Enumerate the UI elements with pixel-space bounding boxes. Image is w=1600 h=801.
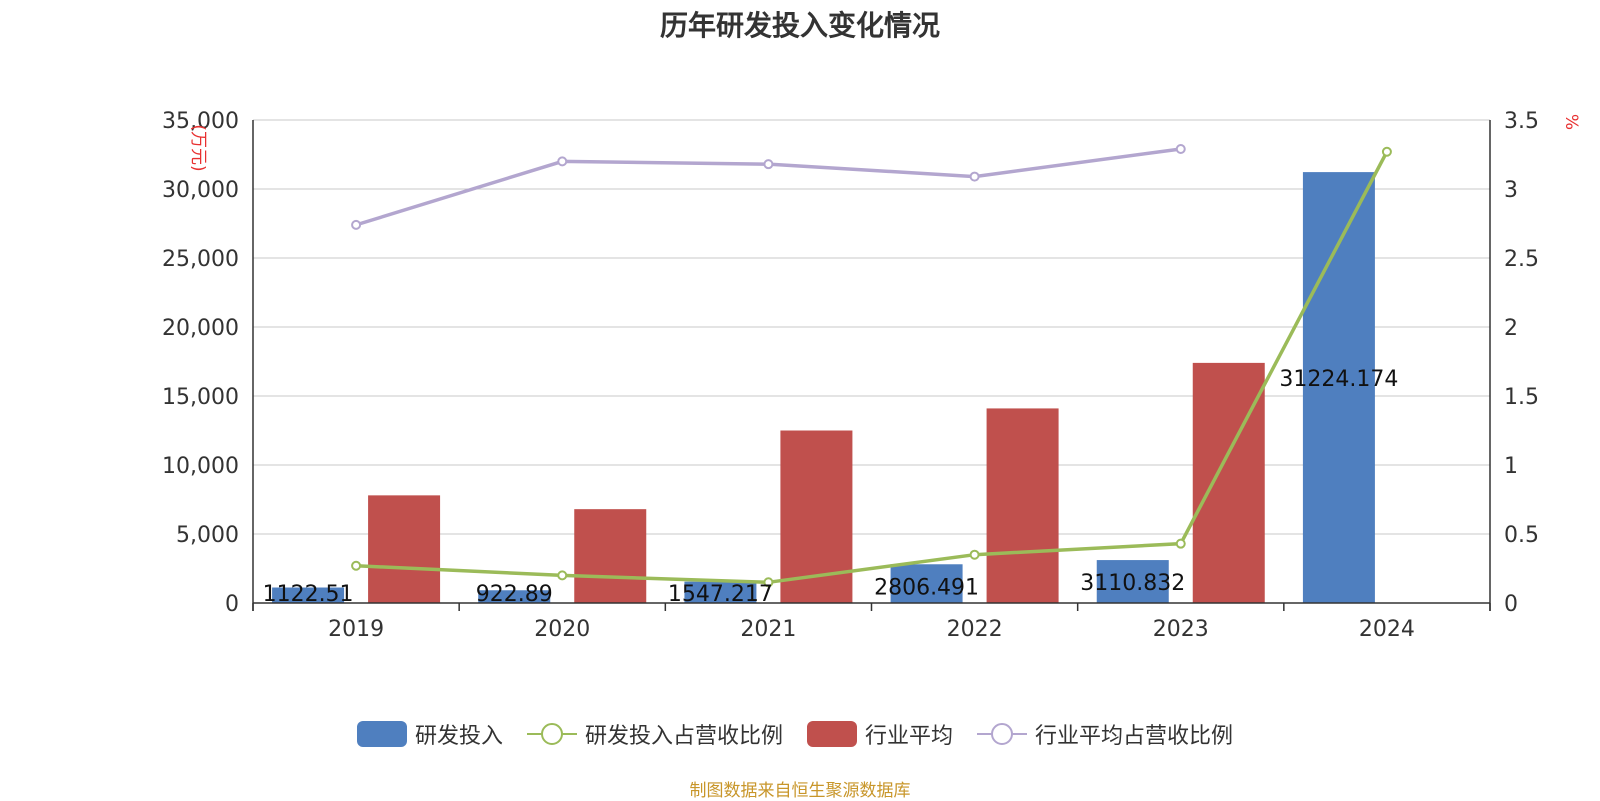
y-right-tick-label: 0.5 xyxy=(1504,523,1539,548)
rd-ratio-point xyxy=(351,560,362,571)
x-tick-label: 2021 xyxy=(740,617,796,642)
legend: 研发投入 研发投入占营收比例 行业平均 行业平均占营收比例 xyxy=(0,718,1600,750)
industry-ratio-point xyxy=(557,156,568,167)
y-right-tick-label: 3 xyxy=(1504,178,1518,203)
data-labels: 1122.51 922.89 1547.217 2806.491 3110.832 312… xyxy=(263,367,1399,607)
bar-rd xyxy=(890,564,963,603)
y-left-tick-label: 20,000 xyxy=(162,316,239,341)
legend-swatch-ind xyxy=(807,721,857,747)
data-label-rd: 1547.217 xyxy=(668,582,773,607)
bar-industry xyxy=(986,408,1059,603)
chart-title: 历年研发投入变化情况 xyxy=(659,9,940,42)
legend-label-ind-ratio: 行业平均占营收比例 xyxy=(1035,724,1234,749)
bar-industry xyxy=(368,495,441,603)
legend-swatch-rd xyxy=(356,721,407,747)
data-label-rd: 31224.174 xyxy=(1279,367,1398,392)
y-left-tick-label: 10,000 xyxy=(162,454,239,479)
y-right-tick-label: 1 xyxy=(1504,454,1518,479)
x-tick-label: 2020 xyxy=(534,617,590,642)
legend-swatch-rd-ratio xyxy=(526,723,577,745)
y-left-unit-label: (万元) xyxy=(188,124,208,171)
y-left-tick-label: 5,000 xyxy=(176,523,239,548)
rd-ratio-point xyxy=(557,570,568,581)
bar-rd xyxy=(272,587,345,603)
bars xyxy=(272,172,1375,604)
rd-ratio-point xyxy=(1381,146,1392,157)
bar-rd xyxy=(478,590,551,603)
legend-swatch-ind-ratio xyxy=(977,723,1028,745)
chart-plot: 0 5,000 10,000 15,000 20,000 25,000 30,000 35,0… xyxy=(162,109,1581,642)
industry-ratio-point xyxy=(1175,143,1186,154)
axes: 0 5,000 10,000 15,000 20,000 25,000 30,000 35,0… xyxy=(162,109,1581,642)
x-tick-label: 2023 xyxy=(1153,617,1209,642)
rd-ratio-point xyxy=(969,549,980,560)
bar-rd xyxy=(684,581,757,603)
y-left-tick-label: 15,000 xyxy=(162,385,239,410)
source-note: 制图数据来自恒生聚源数据库 xyxy=(689,781,911,801)
x-tick-label: 2022 xyxy=(947,617,1003,642)
x-tick-label: 2024 xyxy=(1359,617,1415,642)
y-left-tick-label: 35,000 xyxy=(162,109,239,134)
lines xyxy=(351,143,1392,588)
rd-ratio-line xyxy=(356,150,1389,585)
legend-label-ind: 行业平均 xyxy=(865,724,954,749)
bar-industry xyxy=(574,509,647,603)
y-right-unit-label: % xyxy=(1561,114,1581,130)
data-label-rd: 922.89 xyxy=(476,582,553,607)
data-label-rd: 3110.832 xyxy=(1080,571,1185,596)
data-label-rd: 1122.51 xyxy=(263,582,354,607)
bar-rd xyxy=(1096,560,1169,603)
bar-industry xyxy=(1192,362,1265,603)
y-right-tick-label: 3.5 xyxy=(1504,109,1539,134)
rd-ratio-point xyxy=(763,577,774,588)
x-tick-label: 2019 xyxy=(328,617,384,642)
y-left-tick-label: 0 xyxy=(225,592,239,617)
legend-item-rd-ratio[interactable]: 研发投入占营收比例 xyxy=(526,718,783,750)
rd-ratio-point xyxy=(1175,538,1186,549)
y-right-tick-label: 0 xyxy=(1504,592,1518,617)
legend-item-rd[interactable]: 研发投入 xyxy=(356,718,503,750)
industry-ratio-point xyxy=(351,219,362,230)
y-left-tick-label: 30,000 xyxy=(162,178,239,203)
y-right-tick-label: 2 xyxy=(1504,316,1518,341)
legend-item-ind[interactable]: 行业平均 xyxy=(807,718,953,750)
legend-item-ind-ratio[interactable]: 行业平均占营收比例 xyxy=(977,718,1233,750)
y-left-tick-label: 25,000 xyxy=(162,247,239,272)
industry-ratio-point xyxy=(969,171,980,182)
data-label-rd: 2806.491 xyxy=(874,575,979,600)
grid-lines xyxy=(253,119,1490,535)
legend-label-rd-ratio: 研发投入占营收比例 xyxy=(584,724,783,749)
y-right-tick-label: 2.5 xyxy=(1504,247,1539,272)
legend-label-rd: 研发投入 xyxy=(414,724,503,749)
industry-ratio-point xyxy=(763,159,774,170)
y-right-tick-label: 1.5 xyxy=(1504,385,1539,410)
